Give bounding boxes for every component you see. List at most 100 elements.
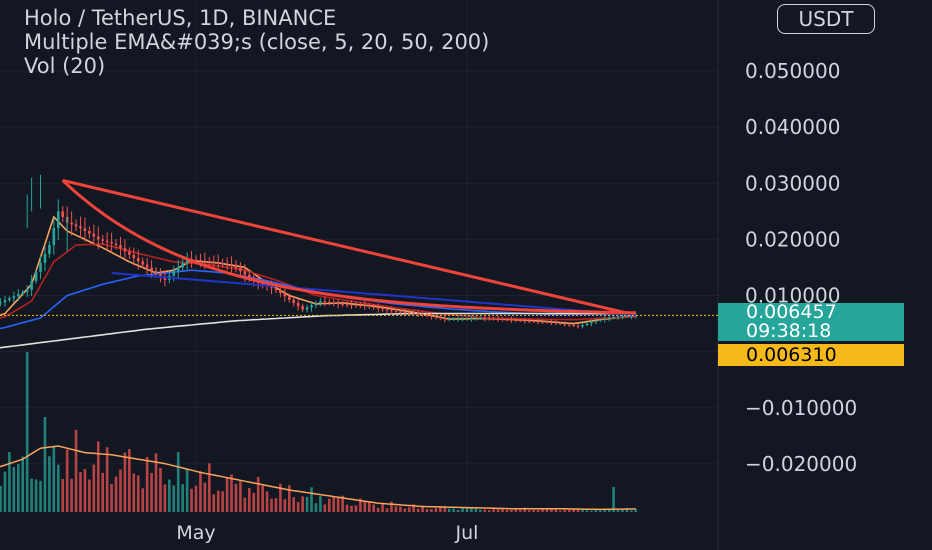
volume-bar	[461, 507, 464, 512]
volume-bar	[265, 491, 269, 512]
ema-indicator-label[interactable]: Multiple EMA&#039;s (close, 5, 20, 50, 2…	[24, 30, 490, 54]
volume-bar	[79, 471, 82, 512]
candle-body	[474, 318, 478, 320]
candle-body	[345, 304, 349, 306]
volume-bar	[594, 508, 598, 512]
volume-bar	[598, 510, 602, 512]
candle-body	[212, 261, 216, 263]
volume-bar	[39, 480, 42, 512]
candle-body	[461, 319, 464, 321]
volume-bar	[21, 456, 25, 512]
volume-bar	[310, 487, 313, 512]
ema-200-line	[0, 312, 636, 349]
x-tick-label: Jul	[455, 522, 479, 544]
volume-bar	[479, 509, 482, 512]
volume-bar	[332, 496, 336, 512]
candle-body	[70, 222, 73, 225]
candle-body	[456, 319, 460, 321]
candle-body	[181, 263, 184, 268]
currency-selector[interactable]: USDT	[777, 4, 875, 34]
candle-body	[545, 321, 549, 323]
candle-body	[25, 289, 29, 292]
volume-bar	[603, 508, 607, 512]
volume-bar	[341, 495, 344, 512]
volume-bar	[274, 498, 278, 512]
volume-bar	[168, 479, 171, 512]
candle-body	[558, 323, 562, 325]
volume-indicator-label[interactable]: Vol (20)	[24, 54, 106, 78]
candle-body	[576, 325, 580, 327]
candle-body	[79, 226, 82, 229]
bid-price-tag: 0.006310	[718, 344, 904, 366]
candle-body	[567, 324, 571, 326]
candle-body	[541, 321, 544, 323]
volume-bar	[194, 485, 198, 512]
volume-bar	[314, 503, 318, 512]
candle-body	[225, 263, 229, 265]
volume-bar	[345, 504, 349, 512]
volume-bar	[292, 497, 296, 512]
candle-body	[221, 262, 224, 264]
trendline-curve	[61, 179, 636, 315]
candle-body	[381, 308, 384, 310]
candle-body	[48, 244, 51, 254]
candle-body	[83, 228, 87, 231]
candle-body	[154, 270, 158, 274]
volume-bar	[43, 417, 47, 512]
candle-body	[430, 315, 433, 317]
candle-body	[21, 291, 25, 295]
volume-bar	[612, 487, 615, 512]
candle-body	[390, 310, 393, 312]
candle-body	[274, 288, 278, 290]
volume-bar	[439, 506, 442, 512]
candle-body	[532, 321, 535, 323]
volume-bar	[323, 504, 327, 512]
volume-bar	[336, 497, 340, 512]
volume-bar	[581, 509, 584, 512]
volume-bar	[452, 508, 455, 512]
volume-bar	[519, 509, 522, 512]
candle-body	[8, 298, 11, 301]
volume-bar	[150, 472, 153, 512]
volume-bar	[225, 477, 229, 512]
volume-bar	[327, 498, 331, 512]
volume-bar	[363, 501, 367, 512]
volume-bar	[590, 510, 593, 512]
candle-body	[248, 274, 251, 279]
volume-bar	[248, 488, 251, 512]
volume-bar	[536, 510, 540, 512]
symbol-title[interactable]: Holo / TetherUS, 1D, BINANCE	[24, 6, 337, 30]
volume-bar	[56, 464, 60, 512]
trendline-blue	[111, 272, 636, 317]
trendline-red	[62, 178, 637, 317]
candle-body	[279, 289, 282, 294]
candle-body	[261, 283, 264, 285]
volume-bar	[203, 482, 207, 512]
volume-bar	[34, 479, 38, 512]
volume-bar	[407, 507, 411, 512]
volume-bar	[305, 496, 309, 512]
volume-bar	[630, 510, 633, 512]
volume-bar	[421, 505, 424, 512]
candle-body	[434, 316, 438, 318]
volume-bar	[216, 490, 220, 512]
candle-body	[492, 318, 495, 320]
volume-bar	[465, 508, 469, 512]
volume-bar	[416, 508, 420, 512]
candle-body	[403, 311, 407, 313]
volume-bar	[505, 509, 509, 512]
volume-bar	[12, 467, 16, 512]
volume-bar	[101, 472, 105, 512]
y-tick-label: 0.050000	[745, 59, 840, 83]
volume-bar	[385, 508, 389, 512]
candle-body	[110, 242, 113, 244]
volume-bar	[296, 501, 300, 512]
candle-body	[208, 261, 211, 263]
volume-bar	[572, 508, 575, 512]
y-tick-label: −0.020000	[745, 452, 857, 476]
candle-body	[310, 305, 313, 308]
volume-bar	[163, 484, 167, 512]
candle-body	[301, 306, 304, 310]
candle-body	[114, 243, 118, 245]
